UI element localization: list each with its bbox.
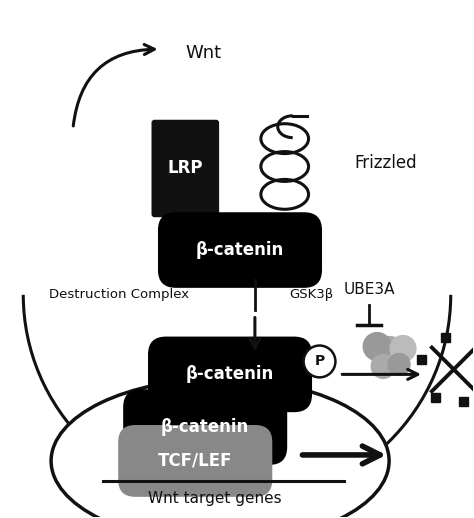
Bar: [418, 355, 427, 364]
FancyBboxPatch shape: [123, 390, 287, 465]
Circle shape: [371, 337, 407, 372]
Circle shape: [363, 333, 391, 361]
FancyBboxPatch shape: [152, 120, 219, 217]
Text: P: P: [314, 354, 325, 368]
Text: Frizzled: Frizzled: [354, 153, 417, 171]
Bar: [459, 397, 468, 406]
Text: LRP: LRP: [167, 160, 203, 178]
Circle shape: [304, 346, 336, 377]
FancyBboxPatch shape: [158, 212, 322, 288]
Text: β-catenin: β-catenin: [186, 365, 274, 383]
Circle shape: [371, 354, 395, 378]
Ellipse shape: [51, 379, 389, 518]
Text: Wnt: Wnt: [185, 44, 221, 62]
FancyBboxPatch shape: [148, 337, 312, 412]
Bar: [441, 333, 450, 342]
Text: β-catenin: β-catenin: [161, 418, 249, 436]
FancyBboxPatch shape: [118, 425, 272, 497]
Text: β-catenin: β-catenin: [196, 241, 284, 259]
Bar: [431, 393, 440, 402]
Text: GSK3β: GSK3β: [290, 289, 334, 301]
Text: Destruction Complex: Destruction Complex: [49, 289, 189, 301]
Circle shape: [390, 336, 416, 362]
Text: Wnt target genes: Wnt target genes: [148, 491, 282, 506]
Text: UBE3A: UBE3A: [344, 282, 395, 297]
Text: TCF/LEF: TCF/LEF: [158, 452, 232, 470]
Circle shape: [388, 353, 410, 376]
